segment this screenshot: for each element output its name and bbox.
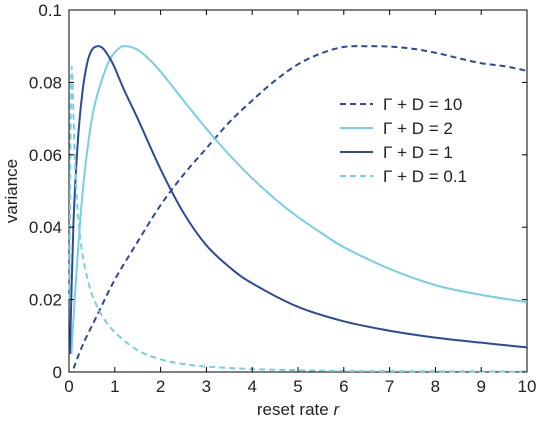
- y-tick-label: 0.06: [29, 146, 62, 165]
- y-axis-ticks: 0 0.02 0.04 0.06 0.08 0.1: [29, 1, 527, 382]
- x-tick-label: 10: [518, 377, 537, 396]
- x-tick-label: 3: [202, 377, 211, 396]
- x-axis-ticks: 0 1 2 3 4 5 6 7 8 9 10: [64, 10, 536, 396]
- x-axis-label-variable: r: [333, 400, 340, 419]
- x-tick-label: 5: [293, 377, 302, 396]
- x-axis-label: reset rate r: [257, 400, 341, 419]
- y-tick-label: 0.1: [38, 1, 62, 20]
- x-tick-label: 8: [431, 377, 440, 396]
- legend: Γ + D = 10 Γ + D = 2 Γ + D = 1 Γ + D = 0.1: [340, 95, 467, 186]
- legend-label: Γ + D = 1: [383, 143, 453, 162]
- series-line-4: [68, 65, 528, 373]
- series-line-2: [70, 45, 528, 354]
- legend-label: Γ + D = 0.1: [383, 167, 467, 186]
- y-tick-label: 0: [53, 363, 62, 382]
- x-tick-label: 0: [64, 377, 73, 396]
- y-tick-label: 0.04: [29, 218, 62, 237]
- x-tick-label: 4: [247, 377, 256, 396]
- legend-label: Γ + D = 10: [383, 95, 462, 114]
- y-axis-label: variance: [2, 159, 21, 223]
- series-layer: [68, 45, 528, 373]
- series-line-3: [68, 45, 528, 354]
- x-tick-label: 9: [476, 377, 485, 396]
- y-tick-label: 0.02: [29, 291, 62, 310]
- x-tick-label: 6: [339, 377, 348, 396]
- x-tick-label: 1: [110, 377, 119, 396]
- y-tick-label: 0.08: [29, 73, 62, 92]
- x-tick-label: 7: [385, 377, 394, 396]
- x-axis-label-text: reset rate: [257, 400, 329, 419]
- x-tick-label: 2: [156, 377, 165, 396]
- plot-area: [68, 9, 528, 373]
- legend-label: Γ + D = 2: [383, 119, 453, 138]
